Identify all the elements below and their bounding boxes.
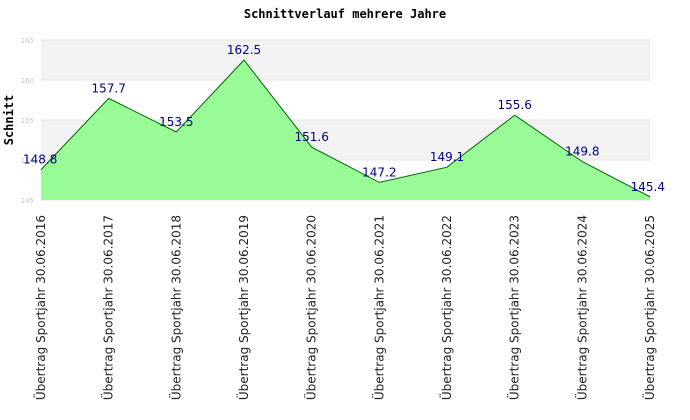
- x-tick-label: Übertrag Sportjahr 30.06.2017: [100, 215, 116, 400]
- y-tick-labels: 145 150 155 160 165: [21, 37, 34, 205]
- data-label: 147.2: [362, 165, 396, 179]
- y-tick-label: 155: [21, 117, 34, 125]
- chart-title: Schnittverlauf mehrere Jahre: [244, 7, 446, 21]
- grid-band: [41, 40, 650, 80]
- data-label: 148.8: [23, 153, 57, 167]
- x-tick-label: Übertrag Sportjahr 30.06.2018: [167, 215, 183, 400]
- grid-band: [41, 80, 650, 120]
- data-label: 155.6: [497, 98, 531, 112]
- x-tick-label: Übertrag Sportjahr 30.06.2021: [370, 215, 386, 400]
- y-tick-label: 150: [21, 157, 34, 165]
- data-label: 151.6: [294, 130, 328, 144]
- x-tick-label: Übertrag Sportjahr 30.06.2019: [235, 215, 251, 400]
- x-tick-labels: Übertrag Sportjahr 30.06.2016 Übertrag Sp…: [32, 215, 657, 400]
- y-tick-label: 165: [21, 37, 34, 45]
- x-tick-label: Übertrag Sportjahr 30.06.2024: [573, 215, 589, 400]
- area-fill: [41, 60, 650, 200]
- data-label: 149.8: [565, 145, 599, 159]
- x-tick-label: Übertrag Sportjahr 30.06.2025: [641, 215, 657, 400]
- x-tick-label: Übertrag Sportjahr 30.06.2020: [303, 215, 319, 400]
- area-line: [40, 59, 651, 198]
- y-tick-label: 145: [21, 197, 34, 205]
- data-label: 153.5: [159, 115, 193, 129]
- x-tick-label: Übertrag Sportjahr 30.06.2023: [506, 215, 522, 400]
- data-label: 157.7: [91, 81, 125, 95]
- data-label: 162.5: [227, 43, 261, 57]
- x-tick-label: Übertrag Sportjahr 30.06.2022: [438, 215, 454, 400]
- x-tick-label: Übertrag Sportjahr 30.06.2016: [32, 215, 48, 400]
- data-labels: 148.8 157.7 153.5 162.5 151.6 147.2 149.1 155.6…: [23, 43, 665, 194]
- data-label: 149.1: [430, 150, 464, 164]
- y-tick-label: 160: [21, 77, 34, 85]
- y-axis-label: Schnitt: [2, 95, 16, 146]
- data-label: 145.4: [631, 180, 665, 194]
